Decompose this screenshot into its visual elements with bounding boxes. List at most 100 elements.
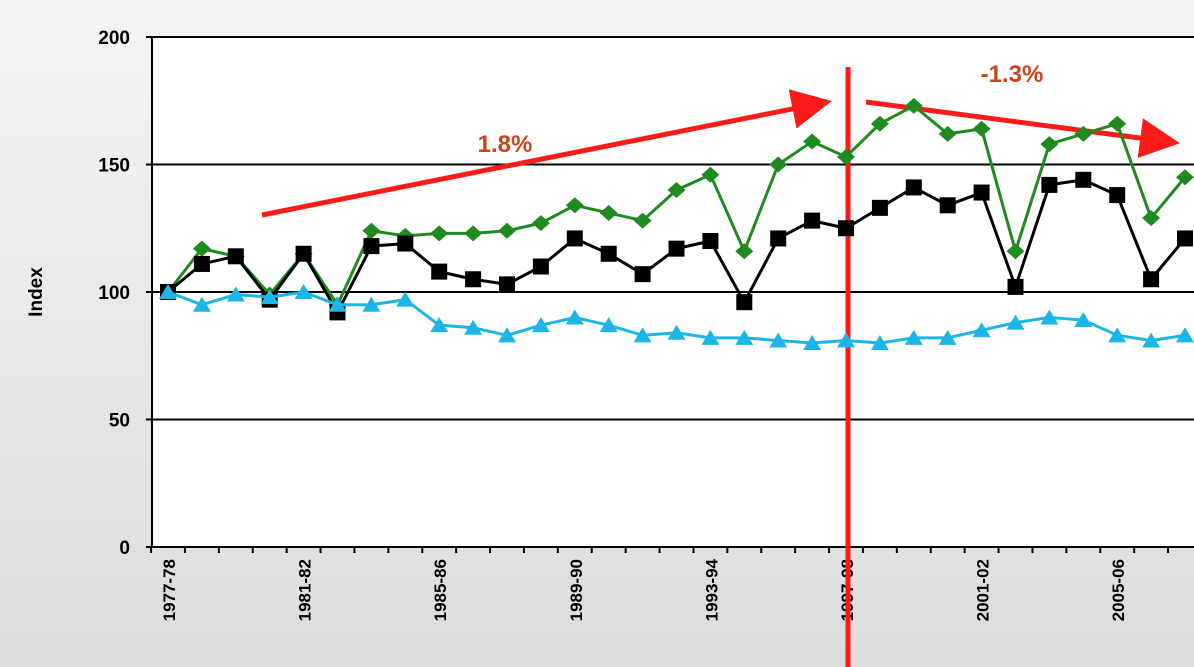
point [972, 120, 991, 137]
point [769, 156, 788, 173]
point [938, 125, 957, 142]
point [1007, 278, 1024, 295]
x-tick-label: 1989-90 [567, 559, 586, 621]
point [1074, 312, 1093, 328]
point [431, 263, 448, 280]
x-tick-label: 1977-78 [160, 559, 179, 621]
point [532, 258, 549, 275]
point [1074, 125, 1093, 142]
point [1108, 327, 1127, 343]
point [159, 284, 177, 299]
point [226, 286, 245, 302]
point [1176, 327, 1194, 343]
point [803, 133, 822, 150]
point [803, 335, 822, 350]
point [294, 284, 313, 299]
point [363, 238, 380, 255]
point [870, 335, 889, 350]
point [770, 230, 787, 247]
point [599, 204, 618, 221]
point [397, 235, 414, 252]
point [871, 199, 888, 216]
point [1109, 187, 1126, 204]
point [499, 276, 515, 293]
point [498, 222, 516, 239]
annotation: -1.3% [981, 61, 1044, 88]
point [531, 317, 550, 333]
point [600, 245, 617, 262]
x-tick-label: 2001-02 [974, 559, 993, 621]
x-tick-label: 1993-94 [702, 558, 721, 621]
point [701, 166, 720, 183]
point [905, 179, 922, 196]
point [192, 240, 211, 257]
point [838, 220, 854, 237]
x-tick-label: 2005-06 [1109, 559, 1128, 621]
point [362, 222, 381, 239]
point [599, 317, 618, 333]
point [192, 296, 211, 312]
point [1040, 309, 1059, 325]
point [735, 243, 754, 260]
point [565, 309, 584, 325]
point [837, 332, 855, 348]
point [1006, 243, 1025, 260]
point [464, 319, 483, 335]
point [1176, 169, 1194, 186]
y-tick-label: 100 [98, 283, 130, 304]
point [667, 324, 686, 340]
point [633, 212, 652, 229]
y-axis-label: Index [26, 267, 47, 317]
point [973, 184, 990, 201]
point [464, 225, 483, 242]
point [904, 329, 923, 345]
point [870, 115, 889, 132]
point [193, 255, 210, 272]
point [430, 225, 449, 242]
point [804, 212, 821, 229]
point [1108, 115, 1127, 132]
y-tick-label: 50 [109, 411, 130, 432]
point [1143, 271, 1160, 288]
point [736, 294, 753, 311]
point [702, 233, 719, 249]
y-tick-label: 0 [119, 538, 130, 559]
point [1142, 210, 1161, 227]
point [938, 329, 957, 345]
trend-arrow [261, 89, 832, 218]
point [260, 289, 279, 305]
point [295, 245, 312, 262]
x-tick-label: 1985-86 [431, 559, 450, 621]
point [769, 332, 788, 348]
point [939, 197, 956, 214]
point [1177, 230, 1193, 247]
point [430, 317, 449, 333]
point [701, 329, 720, 345]
point [1006, 314, 1025, 330]
annotation: 1.8% [478, 131, 533, 158]
point [362, 296, 381, 312]
x-tick-label: 1981-82 [296, 559, 315, 621]
point [465, 271, 482, 288]
point [1040, 136, 1059, 153]
point [328, 296, 347, 312]
point [1142, 332, 1161, 348]
point [396, 291, 415, 307]
point [668, 240, 685, 257]
point [633, 327, 652, 343]
y-tick-label: 200 [98, 28, 130, 49]
point [972, 322, 991, 338]
point [735, 329, 754, 345]
point [1041, 176, 1058, 193]
point [531, 215, 550, 232]
point [837, 148, 855, 165]
point [1075, 171, 1092, 188]
point [904, 97, 923, 114]
point [667, 182, 686, 198]
point [565, 197, 584, 214]
y-tick-label: 150 [98, 156, 130, 177]
point [566, 230, 583, 247]
point [227, 248, 244, 265]
